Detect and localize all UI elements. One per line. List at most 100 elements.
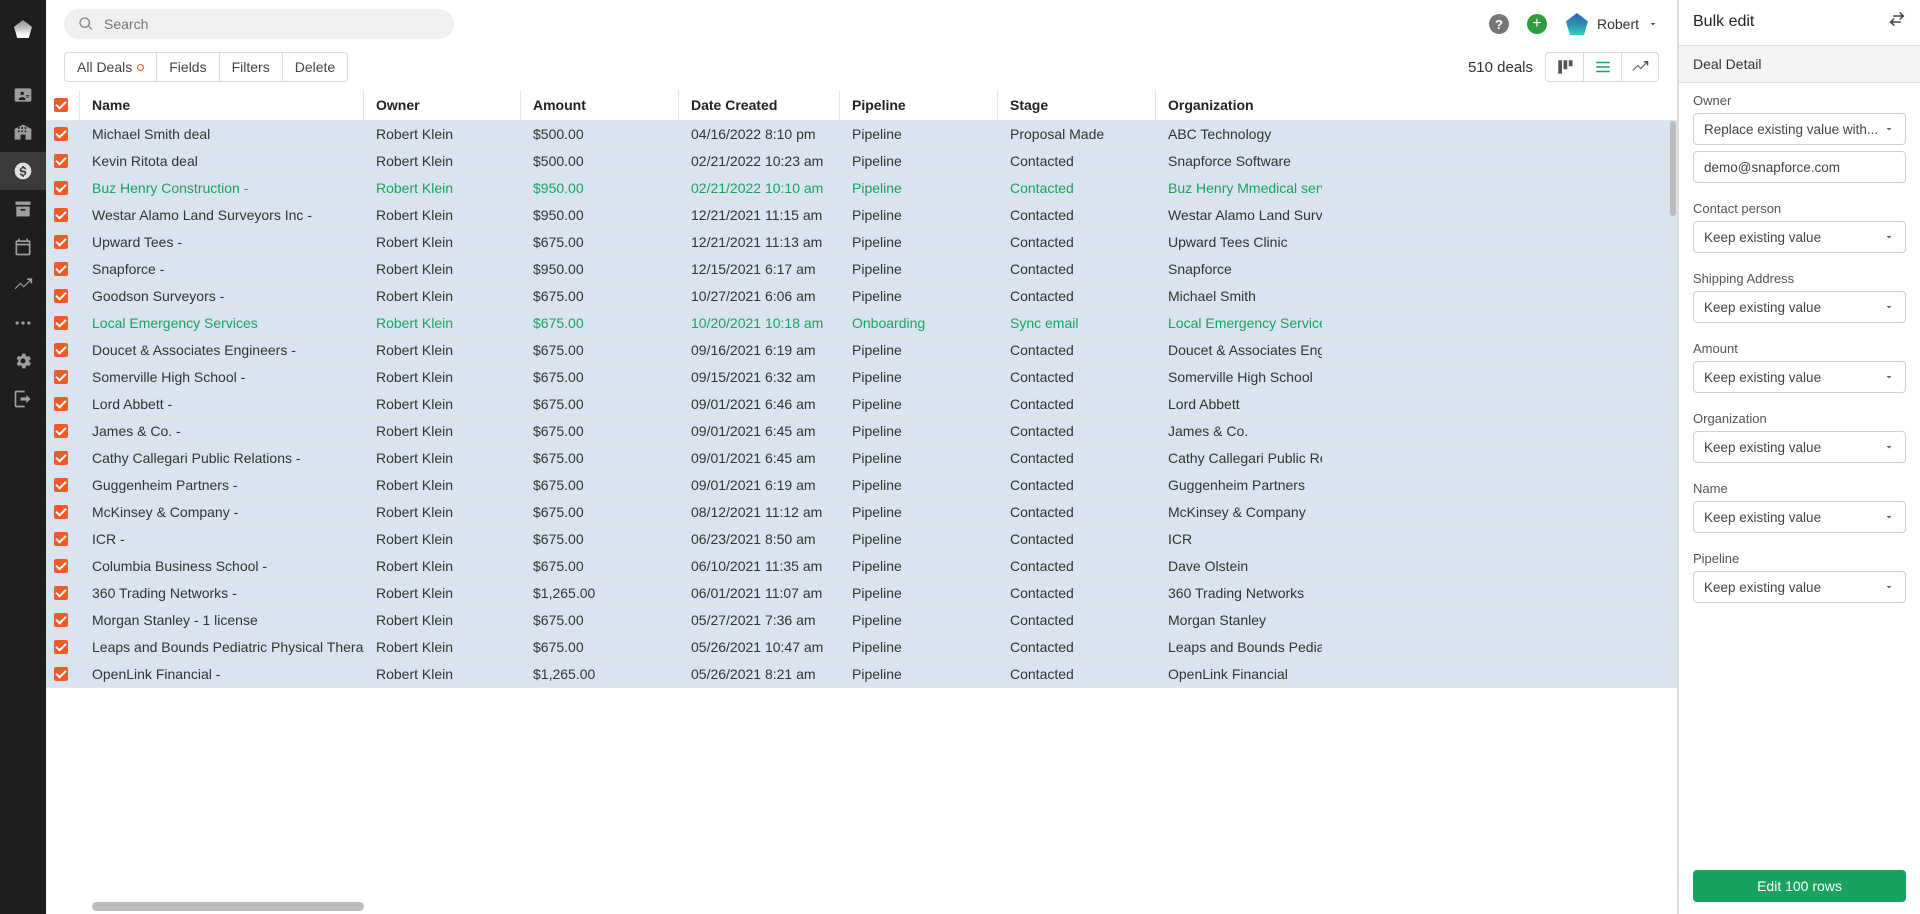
row-checkbox[interactable]: [46, 418, 80, 444]
row-checkbox[interactable]: [46, 472, 80, 498]
filters-button[interactable]: Filters: [219, 52, 282, 82]
header-organization[interactable]: Organization: [1156, 90, 1322, 120]
cell-amount: $675.00: [521, 310, 679, 336]
table-row[interactable]: Snapforce -Robert Klein$950.0012/15/2021…: [46, 256, 1677, 283]
table-row[interactable]: Morgan Stanley - 1 licenseRobert Klein$6…: [46, 607, 1677, 634]
row-checkbox[interactable]: [46, 310, 80, 336]
nav-reports[interactable]: [0, 266, 46, 304]
field-select[interactable]: Keep existing value: [1693, 361, 1906, 393]
header-pipeline[interactable]: Pipeline: [840, 90, 998, 120]
cell-date: 12/21/2021 11:13 am: [679, 229, 840, 255]
field-select[interactable]: Replace existing value with...: [1693, 113, 1906, 145]
search-box[interactable]: [64, 9, 454, 39]
fields-button[interactable]: Fields: [156, 52, 218, 82]
table-row[interactable]: Lord Abbett -Robert Klein$675.0009/01/20…: [46, 391, 1677, 418]
cell-owner: Robert Klein: [364, 553, 521, 579]
table-row[interactable]: Kevin Ritota dealRobert Klein$500.0002/2…: [46, 148, 1677, 175]
view-list-button[interactable]: [1583, 52, 1621, 82]
table-row[interactable]: Local Emergency ServicesRobert Klein$675…: [46, 310, 1677, 337]
table-row[interactable]: Upward Tees -Robert Klein$675.0012/21/20…: [46, 229, 1677, 256]
horizontal-scrollbar[interactable]: [46, 902, 1677, 914]
nav-more[interactable]: [0, 304, 46, 342]
table-row[interactable]: 360 Trading Networks -Robert Klein$1,265…: [46, 580, 1677, 607]
row-checkbox[interactable]: [46, 202, 80, 228]
table-row[interactable]: Doucet & Associates Engineers -Robert Kl…: [46, 337, 1677, 364]
nav-settings[interactable]: [0, 342, 46, 380]
row-checkbox[interactable]: [46, 580, 80, 606]
nav-deals[interactable]: [0, 152, 46, 190]
calendar-icon: [13, 237, 33, 257]
row-checkbox[interactable]: [46, 499, 80, 525]
cell-owner: Robert Klein: [364, 634, 521, 660]
row-checkbox[interactable]: [46, 148, 80, 174]
cell-organization: Snapforce Software: [1156, 148, 1322, 174]
row-checkbox[interactable]: [46, 607, 80, 633]
row-checkbox[interactable]: [46, 526, 80, 552]
header-select-all[interactable]: [46, 90, 80, 120]
table-row[interactable]: Goodson Surveyors -Robert Klein$675.0010…: [46, 283, 1677, 310]
row-checkbox[interactable]: [46, 364, 80, 390]
row-checkbox[interactable]: [46, 121, 80, 147]
field-select[interactable]: Keep existing value: [1693, 431, 1906, 463]
bulk-edit-submit-button[interactable]: Edit 100 rows: [1693, 870, 1906, 902]
field-select[interactable]: Keep existing value: [1693, 501, 1906, 533]
nav-contacts[interactable]: [0, 76, 46, 114]
nav-archive[interactable]: [0, 190, 46, 228]
row-checkbox[interactable]: [46, 229, 80, 255]
panel-swap-button[interactable]: [1888, 10, 1906, 33]
header-owner[interactable]: Owner: [364, 90, 521, 120]
all-deals-button[interactable]: All Deals: [64, 52, 156, 82]
table-row[interactable]: ICR -Robert Klein$675.0006/23/2021 8:50 …: [46, 526, 1677, 553]
cell-organization: Cathy Callegari Public Relat: [1156, 445, 1322, 471]
cell-owner: Robert Klein: [364, 337, 521, 363]
nav-logout[interactable]: [0, 380, 46, 418]
cell-date: 09/01/2021 6:19 am: [679, 472, 840, 498]
view-forecast-button[interactable]: [1621, 52, 1659, 82]
field-input[interactable]: [1693, 151, 1906, 183]
table-row[interactable]: Leaps and Bounds Pediatric Physical Ther…: [46, 634, 1677, 661]
cell-organization: Doucet & Associates Engine: [1156, 337, 1322, 363]
table-row[interactable]: Michael Smith dealRobert Klein$500.0004/…: [46, 121, 1677, 148]
add-button[interactable]: +: [1527, 14, 1547, 34]
search-input[interactable]: [104, 16, 440, 32]
view-kanban-button[interactable]: [1545, 52, 1583, 82]
help-button[interactable]: ?: [1489, 14, 1509, 34]
row-checkbox[interactable]: [46, 256, 80, 282]
row-checkbox[interactable]: [46, 175, 80, 201]
table-row[interactable]: Cathy Callegari Public Relations -Robert…: [46, 445, 1677, 472]
delete-button[interactable]: Delete: [282, 52, 348, 82]
cell-date: 02/21/2022 10:23 am: [679, 148, 840, 174]
row-checkbox[interactable]: [46, 337, 80, 363]
header-date[interactable]: Date Created: [679, 90, 840, 120]
header-name[interactable]: Name: [80, 90, 364, 120]
field-select[interactable]: Keep existing value: [1693, 221, 1906, 253]
cell-name: Guggenheim Partners -: [80, 472, 364, 498]
row-checkbox[interactable]: [46, 391, 80, 417]
field-select[interactable]: Keep existing value: [1693, 291, 1906, 323]
table-row[interactable]: Columbia Business School -Robert Klein$6…: [46, 553, 1677, 580]
row-checkbox[interactable]: [46, 283, 80, 309]
table-row[interactable]: McKinsey & Company -Robert Klein$675.000…: [46, 499, 1677, 526]
cell-pipeline: Pipeline: [840, 364, 998, 390]
table-row[interactable]: Buz Henry Construction -Robert Klein$950…: [46, 175, 1677, 202]
table-row[interactable]: Somerville High School -Robert Klein$675…: [46, 364, 1677, 391]
nav-logo[interactable]: [0, 10, 46, 48]
user-menu[interactable]: Robert: [1565, 12, 1659, 36]
row-checkbox[interactable]: [46, 634, 80, 660]
nav-calendar[interactable]: [0, 228, 46, 266]
row-checkbox[interactable]: [46, 445, 80, 471]
row-checkbox[interactable]: [46, 553, 80, 579]
table-row[interactable]: Guggenheim Partners -Robert Klein$675.00…: [46, 472, 1677, 499]
vertical-scrollbar[interactable]: [1669, 121, 1677, 902]
cell-date: 05/27/2021 7:36 am: [679, 607, 840, 633]
field-select[interactable]: Keep existing value: [1693, 571, 1906, 603]
header-amount[interactable]: Amount: [521, 90, 679, 120]
row-checkbox[interactable]: [46, 661, 80, 687]
table-row[interactable]: James & Co. -Robert Klein$675.0009/01/20…: [46, 418, 1677, 445]
header-stage[interactable]: Stage: [998, 90, 1156, 120]
table-row[interactable]: OpenLink Financial -Robert Klein$1,265.0…: [46, 661, 1677, 688]
table-row[interactable]: Westar Alamo Land Surveyors Inc -Robert …: [46, 202, 1677, 229]
cell-date: 06/23/2021 8:50 am: [679, 526, 840, 552]
nav-organizations[interactable]: [0, 114, 46, 152]
cell-amount: $675.00: [521, 607, 679, 633]
